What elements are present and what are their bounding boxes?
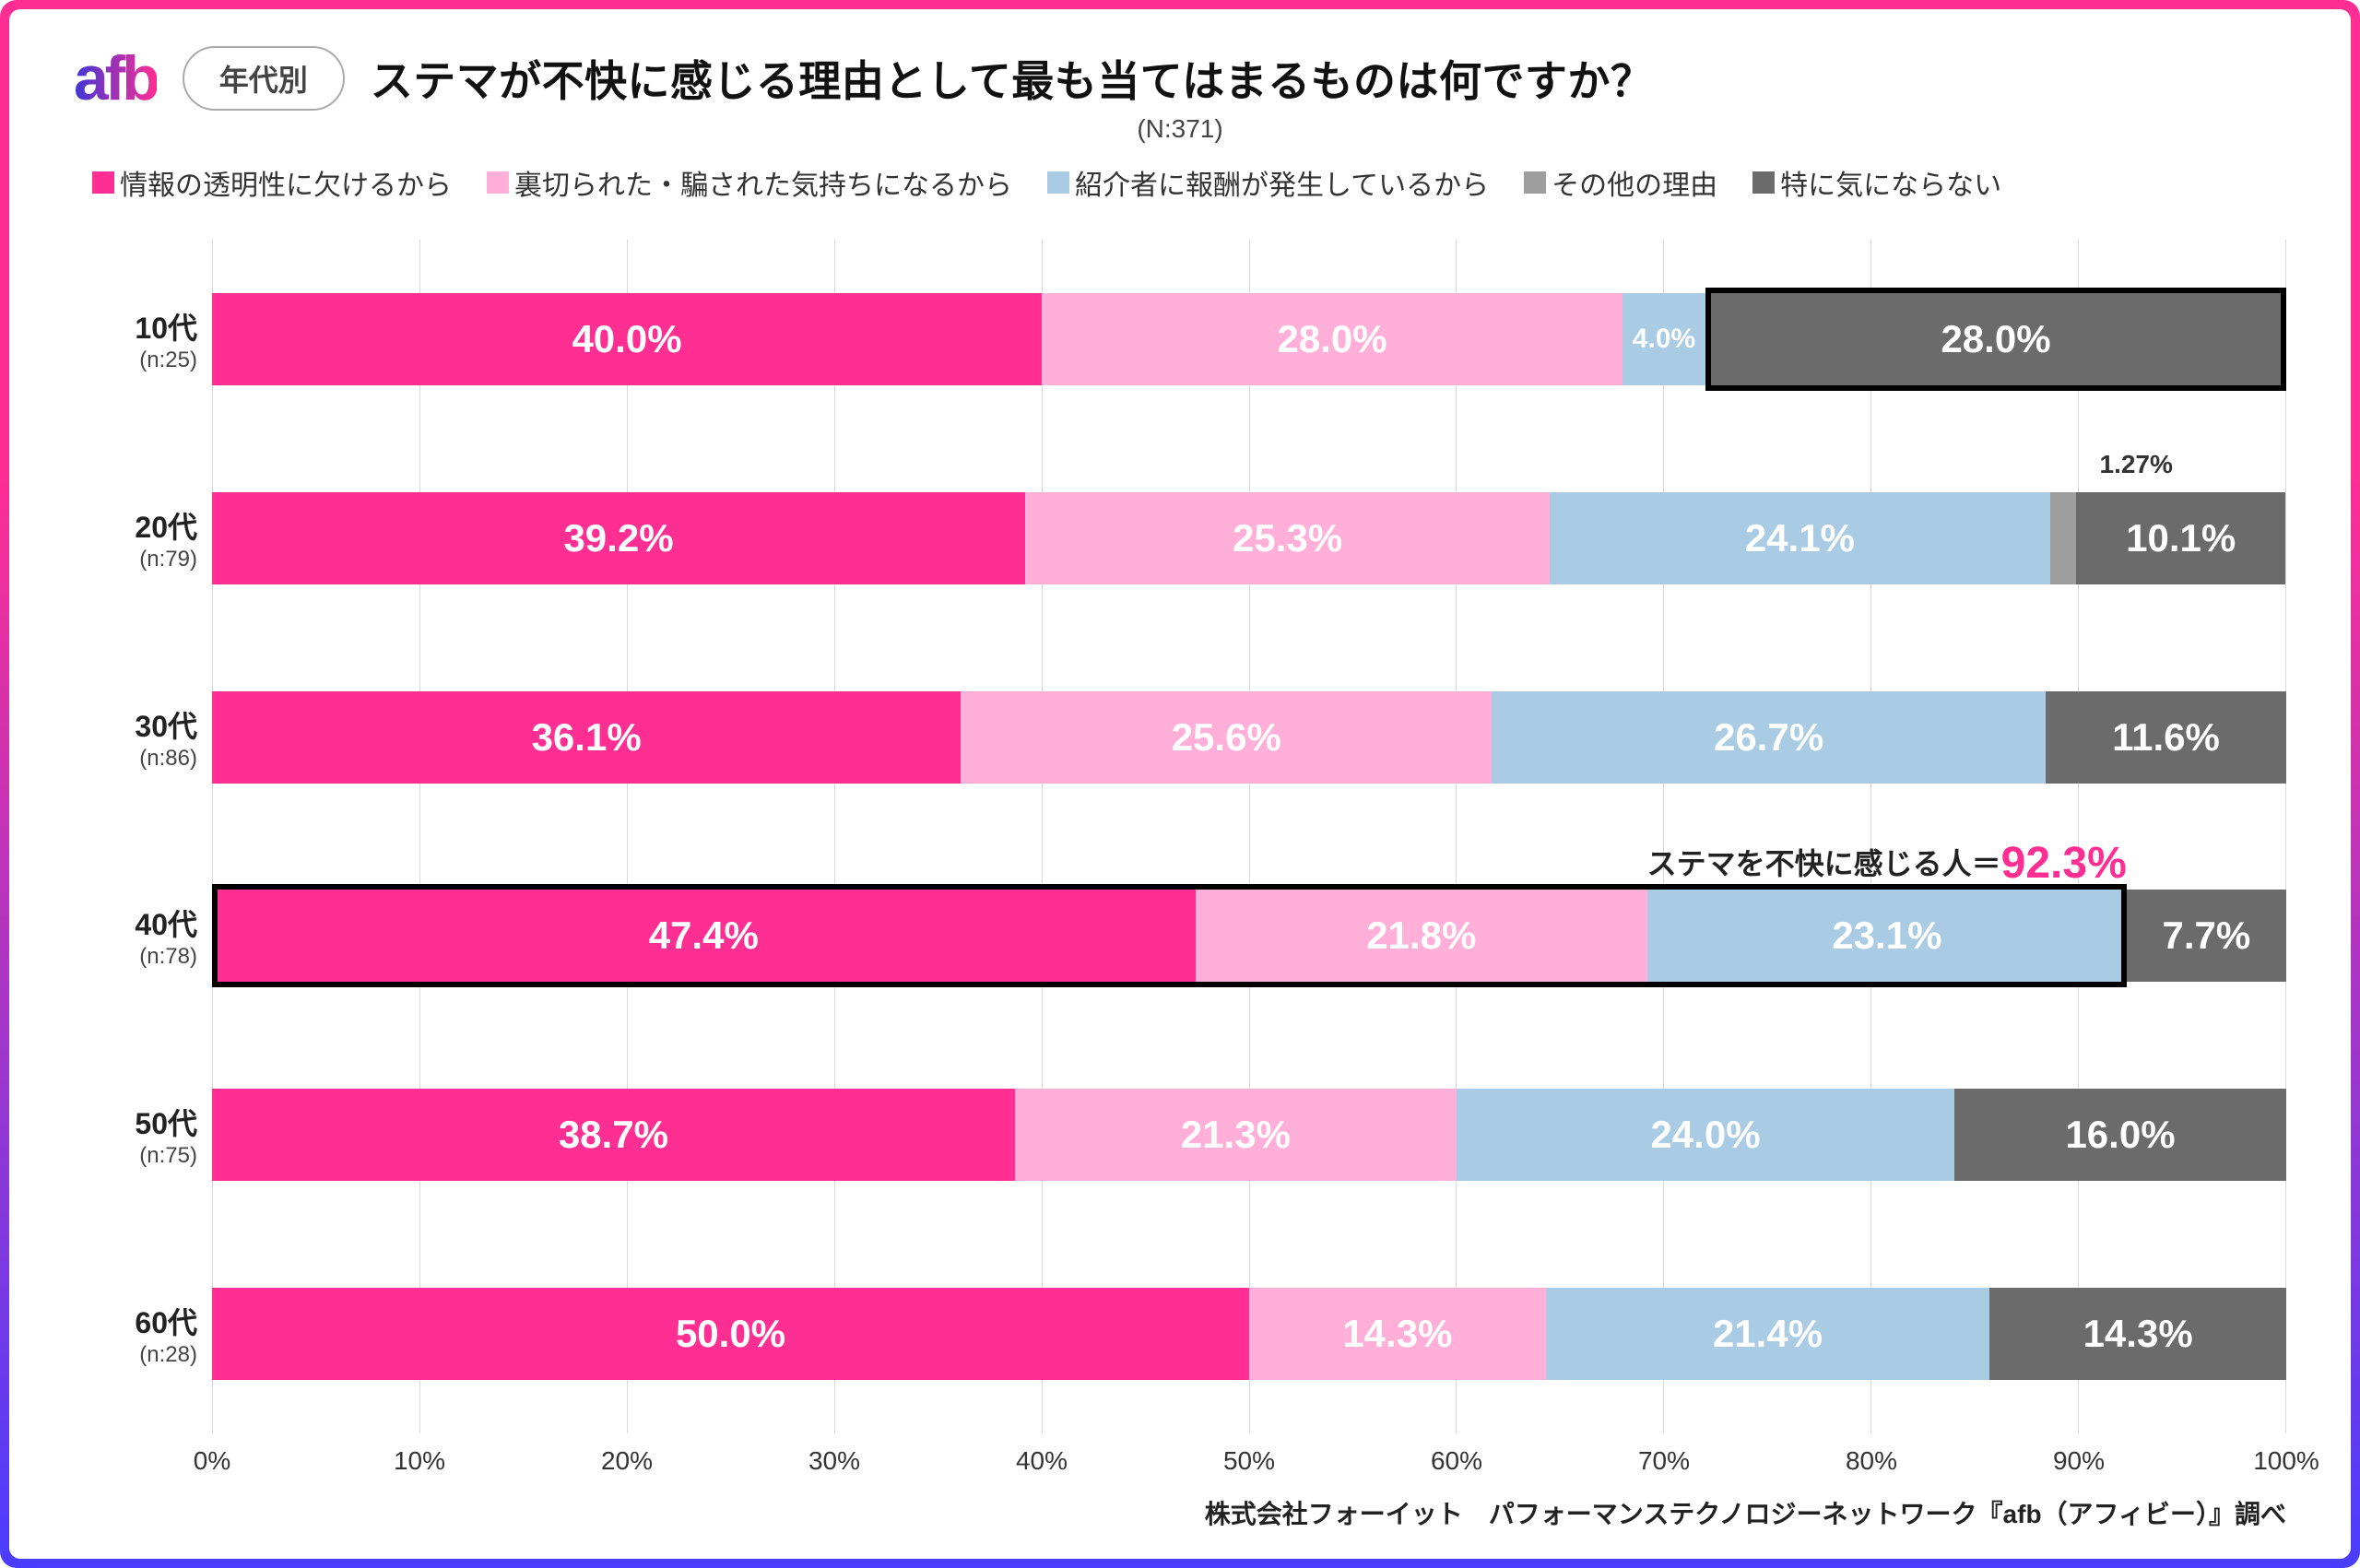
bar-segment: 39.2%	[212, 492, 1025, 584]
chart-area: 10代(n:25)20代(n:79)30代(n:86)40代(n:78)50代(…	[74, 240, 2286, 1489]
legend-swatch	[487, 171, 509, 194]
legend-swatch	[1524, 171, 1546, 194]
legend-item: 情報の透明性に欠けるから	[92, 162, 452, 203]
n-count: (n:78)	[135, 944, 197, 970]
bar-segment: 26.7%	[1492, 691, 2046, 784]
y-category-label: 50代(n:75)	[135, 1101, 197, 1169]
bar-segment	[2050, 492, 2077, 584]
x-tick-label: 10%	[394, 1446, 445, 1476]
x-tick-label: 100%	[2253, 1446, 2319, 1476]
x-tick-label: 0%	[194, 1446, 230, 1476]
y-category-label: 60代(n:28)	[135, 1300, 197, 1368]
legend-label: その他の理由	[1552, 162, 1717, 203]
plot-area: 40.0%28.0%4.0%28.0%1.27%39.2%25.3%24.1%1…	[212, 240, 2286, 1489]
legend-swatch	[1752, 171, 1775, 194]
bar-segment: 28.0%	[1042, 293, 1622, 385]
bar-segment: 7.7%	[2127, 890, 2286, 982]
bar-segment: 21.3%	[1015, 1089, 1457, 1181]
x-tick-label: 50%	[1223, 1446, 1275, 1476]
bar-row: 1.27%39.2%25.3%24.1%10.1%	[212, 492, 2286, 584]
y-axis-labels: 10代(n:25)20代(n:79)30代(n:86)40代(n:78)50代(…	[74, 240, 212, 1489]
y-category-label: 10代(n:25)	[135, 305, 197, 373]
legend-swatch	[1047, 171, 1069, 194]
age-group: 10代	[135, 305, 197, 348]
x-tick-label: 80%	[1846, 1446, 1897, 1476]
bar-row: 50.0%14.3%21.4%14.3%	[212, 1288, 2286, 1380]
bar-segment: 14.3%	[1989, 1288, 2286, 1380]
n-count: (n:86)	[135, 746, 197, 772]
stacked-bar: 40.0%28.0%4.0%28.0%	[212, 293, 2286, 385]
bar-segment: 28.0%	[1705, 293, 2286, 385]
bar-annotation: ステマを不快に感じる人＝92.3%	[1647, 838, 2127, 889]
stacked-bar: 47.4%21.8%23.1%7.7%	[212, 890, 2286, 982]
bar-segment: 47.4%	[212, 890, 1196, 982]
source-footer: 株式会社フォーイット パフォーマンステクノロジーネットワーク『afb（アフィビー…	[74, 1494, 2286, 1531]
n-count: (n:79)	[135, 547, 197, 572]
stacked-bar: 50.0%14.3%21.4%14.3%	[212, 1288, 2286, 1380]
chart-title: ステマが不快に感じる理由として最も当てはまるものは何ですか？	[371, 48, 1654, 109]
bar-segment: 38.7%	[212, 1089, 1015, 1181]
legend: 情報の透明性に欠けるから 裏切られた・騙された気持ちになるから 紹介者に報酬が発生し…	[92, 162, 2286, 203]
age-group: 60代	[135, 1300, 197, 1342]
x-tick-label: 20%	[601, 1446, 653, 1476]
legend-item: その他の理由	[1524, 162, 1717, 203]
bar-segment: 25.3%	[1025, 492, 1550, 584]
legend-item: 特に気にならない	[1752, 162, 2001, 203]
sample-size: (N:371)	[74, 114, 2286, 144]
x-tick-label: 90%	[2053, 1446, 2105, 1476]
bar-segment: 24.0%	[1457, 1089, 1954, 1181]
bar-row: 38.7%21.3%24.0%16.0%	[212, 1089, 2286, 1181]
logo: afb	[74, 47, 157, 110]
y-category-label: 20代(n:79)	[135, 504, 197, 572]
bar-row: 36.1%25.6%26.7%11.6%	[212, 691, 2286, 784]
bar-segment: 14.3%	[1249, 1288, 1546, 1380]
age-group: 50代	[135, 1101, 197, 1143]
category-pill: 年代別	[183, 46, 345, 111]
chart-card: afb 年代別 ステマが不快に感じる理由として最も当てはまるものは何ですか？ (…	[9, 9, 2351, 1559]
x-tick-label: 60%	[1431, 1446, 1482, 1476]
y-category-label: 30代(n:86)	[135, 703, 197, 772]
n-count: (n:75)	[135, 1143, 197, 1169]
legend-swatch	[92, 171, 114, 194]
age-group: 40代	[135, 902, 197, 944]
bar-segment: 25.6%	[961, 691, 1492, 784]
bar-segment: 11.6%	[2046, 691, 2286, 784]
bar-segment: 40.0%	[212, 293, 1042, 385]
legend-label: 裏切られた・騙された気持ちになるから	[514, 162, 1012, 203]
age-group: 30代	[135, 703, 197, 746]
x-axis: 0%10%20%30%40%50%60%70%80%90%100%	[212, 1433, 2286, 1489]
x-tick-label: 70%	[1638, 1446, 1690, 1476]
bar-segment: 16.0%	[1954, 1089, 2286, 1181]
y-category-label: 40代(n:78)	[135, 902, 197, 970]
legend-item: 紹介者に報酬が発生しているから	[1047, 162, 1489, 203]
bar-row: 40.0%28.0%4.0%28.0%	[212, 293, 2286, 385]
stacked-bar: 39.2%25.3%24.1% 10.1%	[212, 492, 2286, 584]
x-tick-label: 40%	[1016, 1446, 1068, 1476]
bar-segment: 4.0%	[1622, 293, 1705, 385]
bar-row: ステマを不快に感じる人＝92.3%47.4%21.8%23.1%7.7%	[212, 890, 2286, 982]
stacked-bar: 38.7%21.3%24.0%16.0%	[212, 1089, 2286, 1181]
bars-container: 40.0%28.0%4.0%28.0%1.27%39.2%25.3%24.1%1…	[212, 240, 2286, 1433]
x-tick-label: 30%	[808, 1446, 860, 1476]
stacked-bar: 36.1%25.6%26.7%11.6%	[212, 691, 2286, 784]
bar-segment: 10.1%	[2076, 492, 2285, 584]
bar-segment: 50.0%	[212, 1288, 1249, 1380]
value-callout: 1.27%	[2100, 450, 2173, 479]
legend-label: 情報の透明性に欠けるから	[120, 162, 452, 203]
n-count: (n:28)	[135, 1342, 197, 1368]
gradient-frame: afb 年代別 ステマが不快に感じる理由として最も当てはまるものは何ですか？ (…	[0, 0, 2360, 1568]
bar-segment: 23.1%	[1647, 890, 2127, 982]
bar-segment: 36.1%	[212, 691, 961, 784]
header: afb 年代別 ステマが不快に感じる理由として最も当てはまるものは何ですか？	[74, 46, 2286, 111]
age-group: 20代	[135, 504, 197, 547]
n-count: (n:25)	[135, 348, 197, 373]
legend-label: 紹介者に報酬が発生しているから	[1075, 162, 1489, 203]
bar-segment: 24.1%	[1550, 492, 2049, 584]
legend-label: 特に気にならない	[1780, 162, 2001, 203]
legend-item: 裏切られた・騙された気持ちになるから	[487, 162, 1012, 203]
bar-segment: 21.4%	[1546, 1288, 1990, 1380]
bar-segment: 21.8%	[1196, 890, 1648, 982]
